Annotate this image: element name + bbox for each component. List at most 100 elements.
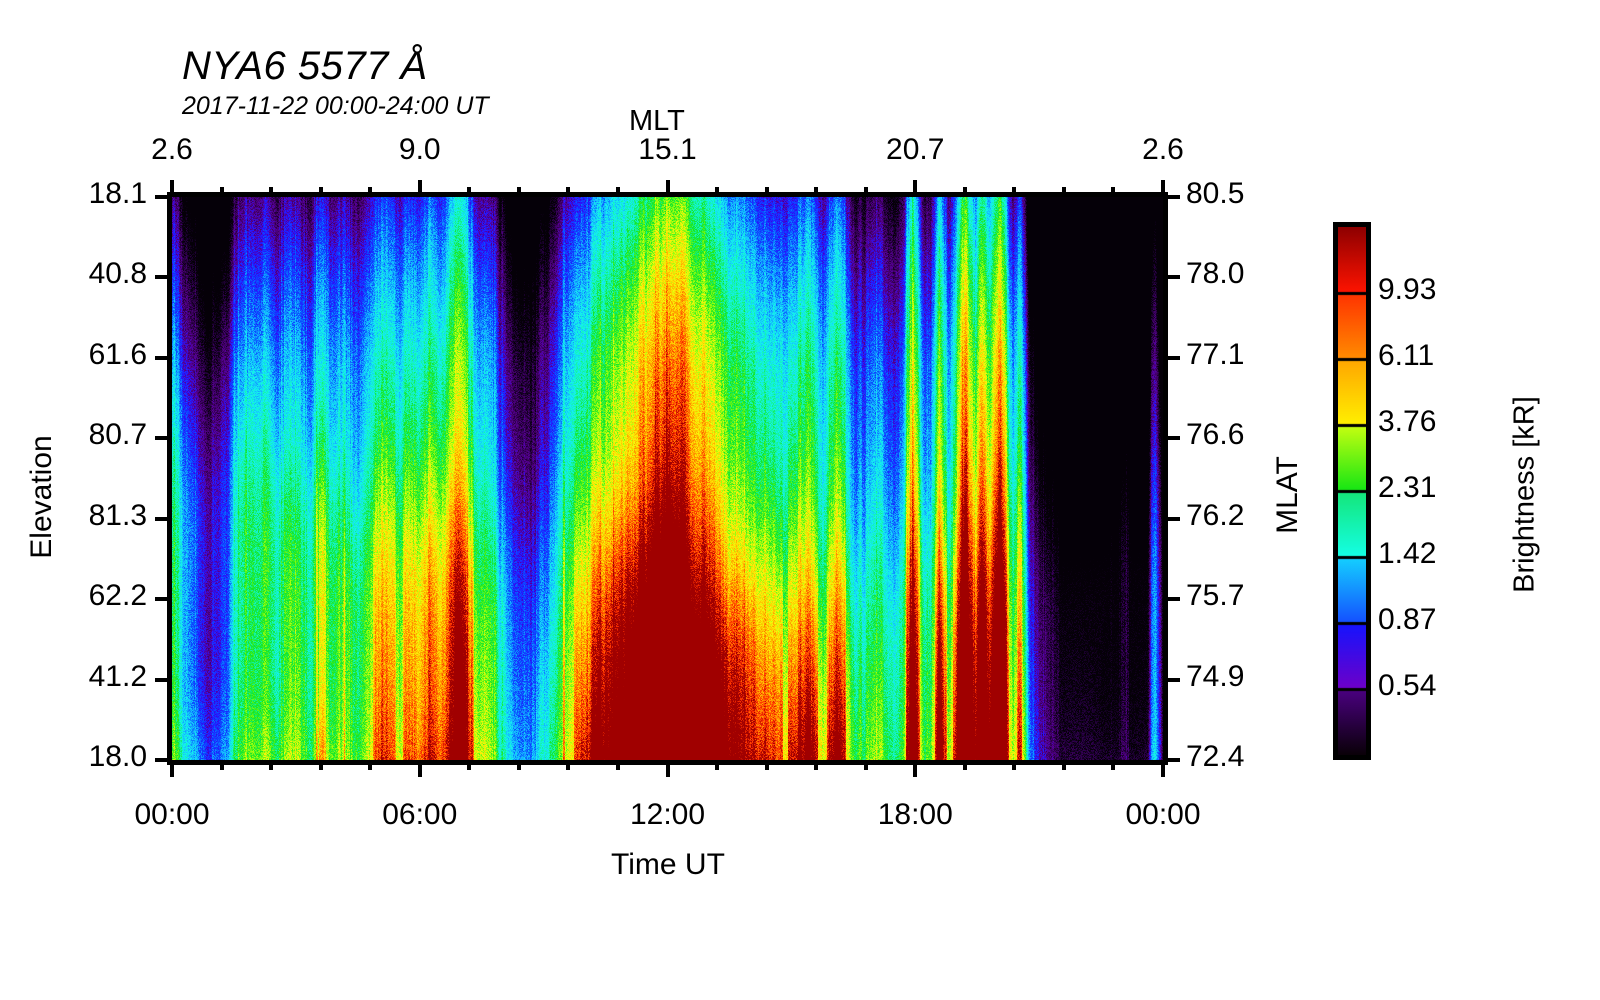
tick-x-minor-1-3	[566, 760, 571, 770]
tick-mlt-minor-2-2	[764, 187, 769, 197]
tick-mlt-minor-3-2	[1012, 187, 1017, 197]
mlt-tick-label-3: 20.7	[886, 133, 945, 166]
tick-y2-major-1	[1163, 275, 1180, 280]
tick-mlt-minor-1-3	[566, 187, 571, 197]
tick-y2-major-3	[1163, 436, 1180, 441]
tick-mlt-minor-2-1	[715, 187, 720, 197]
tick-y-major-1	[155, 275, 172, 280]
mlt-tick-label-0: 2.6	[151, 133, 193, 166]
tick-y2-major-0	[1163, 195, 1180, 199]
tick-x-minor-0-2	[269, 760, 274, 770]
tick-x-major-0	[170, 760, 174, 777]
y-tick-label-6: 41.2	[88, 659, 147, 693]
tick-x-minor-1-2	[516, 760, 521, 770]
colorbar-tick-label-3: 2.31	[1378, 471, 1437, 504]
tick-mlt-minor-1-2	[516, 187, 521, 197]
y2-tick-label-6: 74.9	[1186, 659, 1245, 693]
tick-mlt-minor-3-1	[962, 187, 967, 197]
y-tick-label-7: 18.0	[88, 740, 147, 773]
tick-y2-major-5	[1163, 597, 1180, 602]
tick-y-major-5	[155, 597, 172, 602]
y2-tick-label-3: 76.6	[1186, 418, 1245, 452]
plot-area	[167, 192, 1168, 765]
tick-mlt-minor-0-4	[368, 187, 373, 197]
tick-x-major-4	[1161, 760, 1165, 777]
y-tick-label-1: 40.8	[88, 257, 147, 291]
y-tick-label-4: 81.3	[88, 498, 147, 532]
tick-x-minor-2-3	[814, 760, 819, 770]
tick-y-major-2	[155, 355, 172, 360]
tick-x-minor-3-4	[1111, 760, 1116, 770]
colorbar-tick-label-6: 0.54	[1378, 669, 1437, 702]
y2-tick-label-7: 72.4	[1186, 740, 1245, 773]
tick-y2-major-6	[1163, 677, 1180, 682]
tick-y2-major-7	[1163, 758, 1180, 762]
x-tick-label-3: 18:00	[877, 798, 953, 831]
tick-mlt-major-0	[170, 180, 174, 197]
x-tick-label-4: 00:00	[1125, 798, 1201, 831]
tick-y2-major-4	[1163, 516, 1180, 521]
y2-tick-label-0: 80.5	[1186, 177, 1245, 210]
colorbar-tick-label-0: 9.93	[1378, 273, 1437, 306]
y-tick-label-5: 62.2	[88, 579, 147, 613]
tick-y-major-7	[155, 758, 172, 762]
tick-y2-major-2	[1163, 355, 1180, 360]
tick-y-major-0	[155, 195, 172, 199]
tick-x-major-2	[665, 760, 670, 777]
y2-tick-label-1: 78.0	[1186, 257, 1245, 291]
tick-x-major-1	[417, 760, 422, 777]
tick-mlt-minor-0-1	[219, 187, 224, 197]
figure-subtitle: 2017-11-22 00:00-24:00 UT	[182, 92, 489, 120]
tick-mlt-minor-2-3	[814, 187, 819, 197]
mlt-tick-label-1: 9.0	[398, 133, 441, 166]
tick-x-minor-2-1	[715, 760, 720, 770]
tick-x-minor-1-1	[467, 760, 472, 770]
colorbar-tick-label-4: 1.42	[1378, 537, 1437, 570]
y2-tick-label-2: 77.1	[1186, 337, 1245, 371]
tick-x-minor-0-1	[219, 760, 224, 770]
keogram-image	[172, 197, 1163, 760]
top-axis-title: MLT	[629, 105, 685, 137]
tick-mlt-major-2	[665, 180, 670, 197]
mlt-tick-label-4: 2.6	[1142, 133, 1184, 166]
colorbar-gradient	[1338, 227, 1366, 755]
colorbar	[1333, 222, 1371, 760]
tick-x-minor-2-4	[863, 760, 868, 770]
tick-mlt-major-3	[913, 180, 918, 197]
bottom-axis-title: Time UT	[611, 848, 725, 881]
y2-tick-label-5: 75.7	[1186, 579, 1245, 613]
colorbar-tick-label-5: 0.87	[1378, 603, 1437, 636]
colorbar-tick-label-2: 3.76	[1378, 405, 1437, 438]
tick-mlt-major-4	[1161, 180, 1165, 197]
tick-mlt-minor-3-4	[1111, 187, 1116, 197]
colorbar-title: Brightness [kR]	[1508, 396, 1541, 593]
colorbar-tick-label-1: 6.11	[1378, 339, 1435, 372]
y2-tick-label-4: 76.2	[1186, 498, 1245, 532]
tick-y-major-3	[155, 436, 172, 441]
tick-mlt-major-1	[417, 180, 422, 197]
tick-mlt-minor-1-4	[615, 187, 620, 197]
tick-x-minor-1-4	[615, 760, 620, 770]
tick-mlt-minor-0-3	[318, 187, 323, 197]
tick-y-major-4	[155, 516, 172, 521]
tick-x-minor-3-3	[1061, 760, 1066, 770]
figure-title: NYA6 5577 Å	[182, 44, 428, 88]
tick-x-minor-0-3	[318, 760, 323, 770]
y-tick-label-0: 18.1	[88, 177, 147, 210]
tick-x-minor-3-1	[962, 760, 967, 770]
tick-x-minor-2-2	[764, 760, 769, 770]
y-tick-label-3: 80.7	[88, 418, 147, 452]
mlt-tick-label-2: 15.1	[638, 133, 697, 166]
tick-x-minor-0-4	[368, 760, 373, 770]
y-tick-label-2: 61.6	[88, 337, 147, 371]
tick-mlt-minor-3-3	[1061, 187, 1066, 197]
tick-mlt-minor-0-2	[269, 187, 274, 197]
tick-mlt-minor-2-4	[863, 187, 868, 197]
tick-y-major-6	[155, 677, 172, 682]
x-tick-label-1: 06:00	[382, 798, 458, 831]
x-tick-label-2: 12:00	[629, 798, 706, 831]
tick-x-minor-3-2	[1012, 760, 1017, 770]
tick-mlt-minor-1-1	[467, 187, 472, 197]
x-tick-label-0: 00:00	[134, 798, 210, 831]
